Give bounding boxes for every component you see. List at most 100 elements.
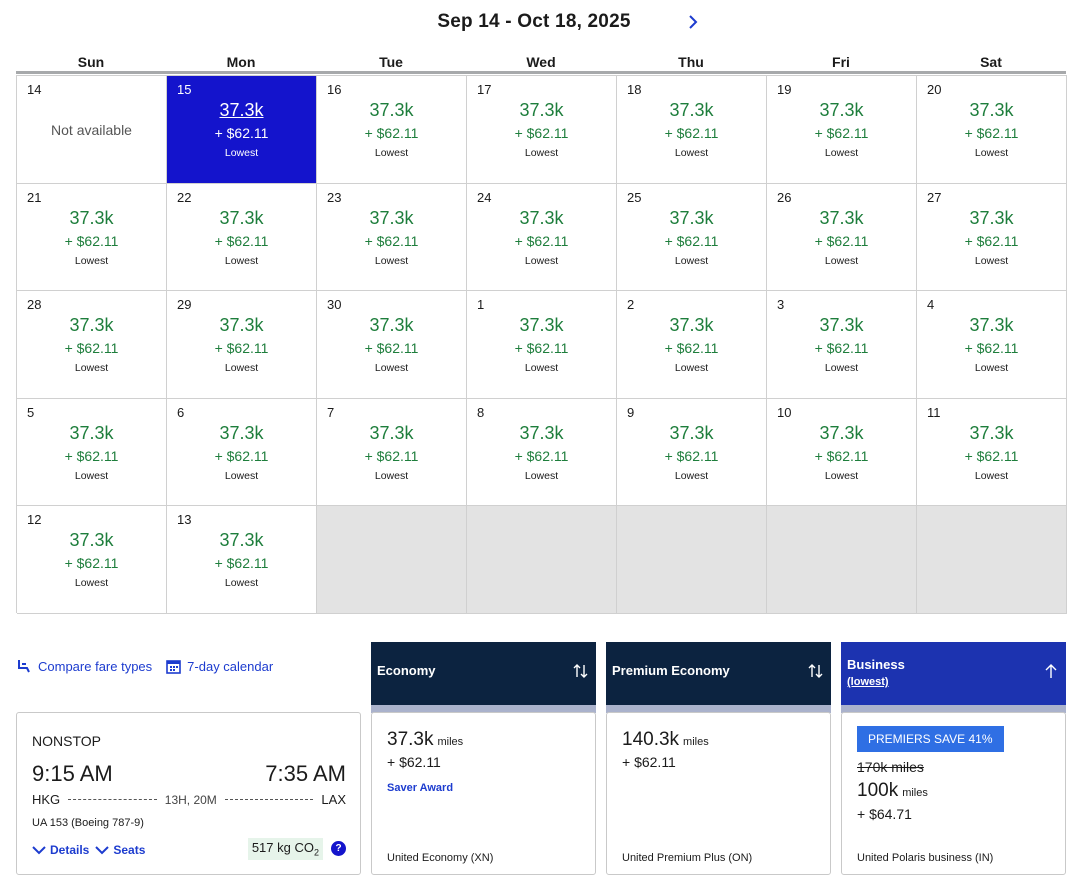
calendar-day-cell[interactable]: 11 37.3k + $62.11 Lowest (917, 398, 1067, 506)
calendar-day-cell[interactable]: 17 37.3k + $62.11 Lowest (467, 76, 617, 184)
aircraft-info: UA 153 (Boeing 787-9) (32, 817, 144, 829)
calendar-day-cell[interactable]: 2 37.3k + $62.11 Lowest (617, 291, 767, 399)
day-lowest-tag: Lowest (524, 254, 559, 267)
calendar-day-cell[interactable]: 25 37.3k + $62.11 Lowest (617, 183, 767, 291)
day-number: 24 (477, 189, 492, 205)
day-tax: + $62.11 (214, 447, 269, 464)
day-number: 9 (627, 404, 635, 420)
co2-info-icon[interactable]: ? (331, 841, 346, 857)
day-miles: 37.3k (219, 422, 264, 443)
calendar-day-cell[interactable]: 16 37.3k + $62.11 Lowest (317, 76, 467, 184)
day-number: 20 (927, 82, 942, 97)
fare-class: United Polaris business (IN) (857, 852, 994, 864)
calendar-day-cell[interactable]: 28 37.3k + $62.11 Lowest (17, 291, 167, 399)
calendar-day-cell[interactable]: 23 37.3k + $62.11 Lowest (317, 183, 467, 291)
day-number: 5 (27, 404, 35, 420)
seven-day-calendar-label: 7-day calendar (187, 658, 274, 674)
economy-column-header[interactable]: Economy (371, 642, 596, 713)
day-lowest-tag: Lowest (974, 147, 1009, 159)
header-stripe (371, 705, 596, 713)
route-divider (224, 799, 314, 800)
calendar-day-cell[interactable]: 30 37.3k + $62.11 Lowest (317, 291, 467, 399)
day-miles: 37.3k (969, 315, 1014, 335)
calendar-day-cell[interactable]: 12 37.3k + $62.11 Lowest (17, 506, 167, 614)
calendar-day-cell[interactable]: 13 37.3k + $62.11 Lowest (167, 506, 317, 614)
co2-value: 517 kg CO2 (247, 838, 323, 860)
compare-fare-types-link[interactable]: Compare fare types (16, 658, 152, 674)
day-number: 22 (177, 189, 192, 205)
weekday-label: Sat (980, 54, 1002, 70)
flight-card: NONSTOP 9:15 AM 7:35 AM HKG 13H, 20M LAX… (16, 712, 361, 875)
premium-economy-fare-card[interactable]: 140.3k miles + $62.11 United Premium Plus… (606, 712, 831, 875)
calendar-day-cell[interactable]: 6 37.3k + $62.11 Lowest (167, 398, 317, 506)
calendar-day-cell[interactable]: 24 37.3k + $62.11 Lowest (467, 183, 617, 291)
calendar-day-cell[interactable]: 1 37.3k + $62.11 Lowest (467, 291, 617, 399)
day-tax: + $62.11 (814, 125, 869, 141)
day-number: 18 (627, 82, 642, 97)
calendar-day-cell[interactable]: 21 37.3k + $62.11 Lowest (17, 183, 167, 291)
economy-fare-card[interactable]: 37.3k miles + $62.11 Saver Award United E… (371, 712, 596, 875)
day-lowest-tag: Lowest (524, 147, 559, 159)
next-month-button[interactable] (682, 10, 704, 34)
day-number: 1 (477, 297, 485, 312)
day-lowest-tag: Lowest (674, 147, 709, 159)
day-lowest-tag: Lowest (374, 147, 409, 159)
premium-economy-column-header[interactable]: Premium Economy (606, 642, 831, 713)
calendar-day-cell: 14 Not available (17, 76, 167, 184)
seats-toggle[interactable]: Seats (95, 843, 145, 857)
day-number: 23 (327, 189, 342, 205)
calendar-day-cell[interactable]: 7 37.3k + $62.11 Lowest (317, 398, 467, 506)
details-toggle[interactable]: Details (32, 843, 89, 857)
business-column-header[interactable]: Business (lowest) (841, 642, 1066, 713)
route-line: HKG 13H, 20M LAX (32, 792, 346, 807)
day-miles: 37.3k (369, 207, 414, 228)
date-range-title: Sep 14 - Oct 18, 2025 (437, 11, 631, 32)
day-lowest-tag: Lowest (224, 577, 259, 589)
calendar-day-cell[interactable]: 15 37.3k + $62.11 Lowest (167, 76, 317, 184)
day-number: 16 (327, 82, 342, 97)
calendar-day-cell[interactable]: 3 37.3k + $62.11 Lowest (767, 291, 917, 399)
business-fare-card[interactable]: PREMIERS SAVE 41% 170k miles 100k miles +… (841, 712, 1066, 875)
calendar-day-cell[interactable]: 20 37.3k + $62.11 Lowest (917, 76, 1067, 184)
day-number: 19 (777, 82, 792, 97)
calendar-day-cell[interactable]: 19 37.3k + $62.11 Lowest (767, 76, 917, 184)
calendar-day-cell[interactable]: 5 37.3k + $62.11 Lowest (17, 398, 167, 506)
day-number: 4 (927, 297, 935, 312)
day-number: 27 (927, 189, 942, 205)
day-tax: + $62.11 (814, 232, 869, 249)
sort-icon (573, 664, 588, 678)
calendar-day-cell[interactable]: 18 37.3k + $62.11 Lowest (617, 76, 767, 184)
day-miles: 37.3k (519, 100, 564, 120)
calendar-day-cell[interactable]: 10 37.3k + $62.11 Lowest (767, 398, 917, 506)
calendar-day-cell[interactable]: 8 37.3k + $62.11 Lowest (467, 398, 617, 506)
calendar-day-cell[interactable]: 27 37.3k + $62.11 Lowest (917, 183, 1067, 291)
day-miles: 37.3k (819, 100, 864, 120)
day-number: 10 (777, 404, 792, 420)
day-tax: + $62.11 (964, 447, 1019, 464)
calendar-day-cell[interactable]: 9 37.3k + $62.11 Lowest (617, 398, 767, 506)
day-tax: + $62.11 (64, 555, 119, 571)
calendar-empty-cell (617, 506, 767, 614)
calendar-day-cell[interactable]: 26 37.3k + $62.11 Lowest (767, 183, 917, 291)
business-header-sub: (lowest) (847, 676, 889, 688)
economy-header-label: Economy (377, 663, 436, 678)
day-miles: 37.3k (969, 422, 1014, 443)
day-miles: 37.3k (369, 100, 414, 120)
calendar-day-cell[interactable]: 4 37.3k + $62.11 Lowest (917, 291, 1067, 399)
flight-actions: Details Seats (32, 843, 145, 857)
day-lowest-tag: Lowest (824, 362, 859, 374)
day-miles: 37.3k (69, 207, 114, 228)
day-tax: + $62.11 (364, 232, 419, 249)
calendar-empty-cell (317, 506, 467, 614)
day-number: 7 (327, 404, 335, 420)
day-tax: + $62.11 (64, 340, 119, 356)
day-tax: + $62.11 (814, 340, 869, 356)
calendar-day-cell[interactable]: 22 37.3k + $62.11 Lowest (167, 183, 317, 291)
calendar-day-cell[interactable]: 29 37.3k + $62.11 Lowest (167, 291, 317, 399)
weekday-label: Tue (379, 54, 403, 70)
day-lowest-tag: Lowest (524, 362, 559, 374)
seven-day-calendar-link[interactable]: 7-day calendar (166, 659, 273, 674)
fare-miles: 37.3k miles (387, 729, 463, 751)
weekday-label: Thu (678, 54, 704, 70)
fare-tax: + $62.11 (387, 754, 441, 770)
